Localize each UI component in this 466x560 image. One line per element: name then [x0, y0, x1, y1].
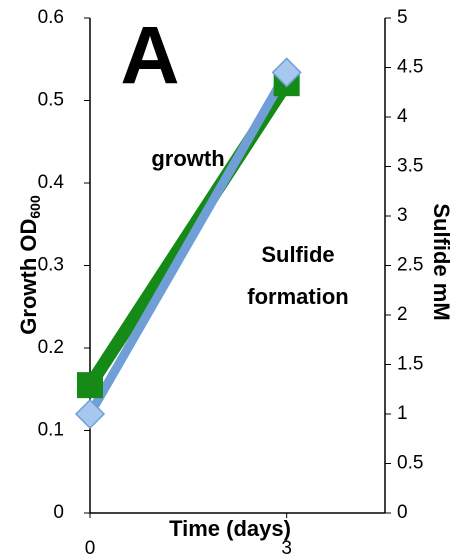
marker: [74, 398, 106, 430]
y-tick-label: 0.3: [38, 255, 64, 276]
y2-tick-label: 2.5: [397, 255, 423, 276]
x-tick-label: 3: [281, 538, 292, 559]
y-axis-label-subscript: 600: [27, 195, 43, 219]
y-axis-label: Growth OD600: [16, 195, 43, 335]
y2-tick-label: 5: [397, 7, 408, 28]
y-tick-label: 0.2: [38, 337, 64, 358]
y2-tick-label: 0.5: [397, 453, 423, 474]
chart-title: A: [120, 11, 179, 102]
y-tick-label: 0.6: [38, 7, 64, 28]
y2-axis-label: Sulfide mM: [429, 203, 454, 320]
y-tick-label: 0: [53, 502, 64, 523]
x-tick-label: 0: [85, 538, 96, 559]
y-tick-label: 0.5: [38, 90, 64, 111]
y-tick-label: 0.4: [38, 172, 65, 193]
x-axis-label: Time (days): [169, 516, 291, 541]
y2-tick-label: 0: [397, 502, 408, 523]
annotation: Sulfide: [261, 242, 334, 267]
annotation: growth: [151, 146, 224, 171]
y-tick-label: 0.1: [38, 420, 64, 441]
y-axis-label-main: Growth OD: [16, 219, 41, 335]
y2-tick-label: 3: [397, 205, 408, 226]
y2-tick-label: 4: [397, 106, 408, 127]
y2-tick-label: 4.5: [397, 57, 423, 78]
y2-tick-label: 2: [397, 304, 408, 325]
annotation: formation: [247, 284, 348, 309]
marker: [271, 57, 302, 88]
marker: [77, 372, 103, 399]
y2-tick-label: 1: [397, 403, 408, 424]
y2-tick-label: 3.5: [397, 156, 423, 177]
y2-tick-label: 1.5: [397, 354, 423, 375]
series-line: [86, 70, 291, 417]
